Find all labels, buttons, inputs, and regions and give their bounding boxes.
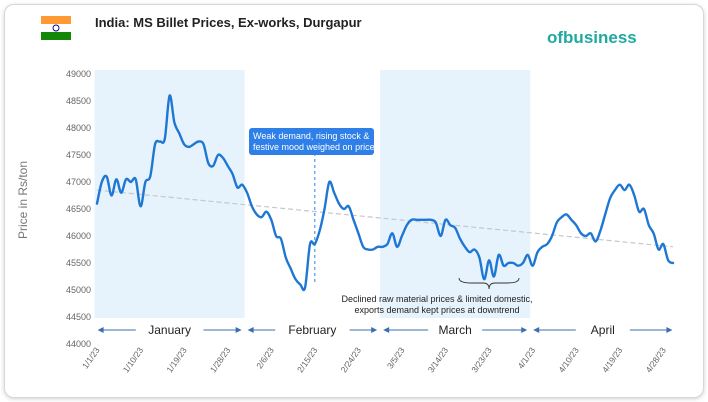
y-tick-label: 46500: [66, 204, 91, 214]
india-flag-icon: [41, 16, 71, 40]
logo-text: ofbusiness: [547, 28, 637, 47]
x-tick-label: 3/23/23: [469, 345, 494, 374]
month-name: February: [288, 323, 336, 337]
x-tick-label: 4/28/23: [643, 345, 668, 374]
month-band-march: [380, 70, 531, 318]
x-tick-label: 2/15/23: [295, 345, 320, 374]
arrowhead-left-icon: [383, 327, 390, 333]
arrowhead-left-icon: [533, 327, 540, 333]
x-tick-label: 1/28/23: [208, 345, 233, 374]
x-tick-label: 4/1/23: [516, 345, 538, 370]
flag-chakra: [52, 24, 60, 32]
month-labels: January February March April: [97, 323, 673, 337]
y-tick-label: 44000: [66, 339, 91, 349]
y-tick-label: 45500: [66, 258, 91, 268]
price-chart: India: MS Billet Prices, Ex-works, Durga…: [16, 15, 675, 374]
month-band-january: [94, 70, 245, 318]
trend-line-group: [96, 189, 674, 248]
price-series-line: [95, 94, 675, 292]
callout-text-line: festive mood weighed on prices: [253, 142, 380, 152]
chart-title: India: MS Billet Prices, Ex-works, Durga…: [95, 15, 362, 30]
x-tick-label: 1/10/23: [121, 345, 146, 374]
x-tick-label: 1/19/23: [164, 345, 189, 374]
y-tick-label: 48500: [66, 96, 91, 106]
month-name: April: [591, 323, 615, 337]
y-axis-label: Price in Rs/ton: [16, 161, 30, 239]
y-tick-label: 49000: [66, 69, 91, 79]
arrowhead-right-icon: [235, 327, 242, 333]
note-text-line: Declined raw material prices & limited d…: [341, 294, 532, 304]
arrowhead-right-icon: [371, 327, 378, 333]
month-label-january: January: [97, 323, 242, 337]
note-text-line: exports demand kept prices at downtrend: [354, 305, 519, 315]
arrowhead-left-icon: [247, 327, 254, 333]
arrowhead-left-icon: [97, 327, 104, 333]
x-tick-label: 3/14/23: [426, 345, 451, 374]
x-tick-label: 4/19/23: [600, 345, 625, 374]
y-tick-label: 47000: [66, 177, 91, 187]
x-tick-label: 2/6/23: [254, 345, 276, 370]
y-tick-label: 47500: [66, 150, 91, 160]
callout-box: [249, 128, 374, 155]
flag-saffron-stripe: [41, 16, 71, 24]
y-tick-label: 45000: [66, 285, 91, 295]
x-tick-label: 4/10/23: [556, 345, 581, 374]
annotations: Weak demand, rising stock &festive mood …: [249, 128, 533, 315]
y-tick-label: 48000: [66, 123, 91, 133]
y-tick-label: 44500: [66, 312, 91, 322]
chart-card: India: MS Billet Prices, Ex-works, Durga…: [4, 4, 704, 398]
y-axis: 44000 44500 45000 45500 46000 46500 47000 47500…: [66, 69, 91, 349]
series-group: [95, 94, 675, 292]
month-name: March: [439, 323, 472, 337]
month-label-february: February: [247, 323, 378, 337]
flag-white-stripe: [41, 24, 71, 32]
month-name: January: [148, 323, 191, 337]
y-tick-label: 46000: [66, 231, 91, 241]
month-label-march: March: [383, 323, 528, 337]
curly-brace-icon: [458, 277, 520, 290]
ofbusiness-logo: ofbusiness: [547, 28, 637, 47]
arrowhead-right-icon: [666, 327, 673, 333]
callout-weak-demand: Weak demand, rising stock &festive mood …: [249, 128, 380, 155]
x-tick-label: 3/5/23: [385, 345, 407, 370]
month-bands: [94, 70, 531, 318]
x-tick-label: 2/24/23: [339, 345, 364, 374]
flag-green-stripe: [41, 32, 71, 40]
month-label-april: April: [533, 323, 673, 337]
note-declined-raw-material: Declined raw material prices & limited d…: [341, 277, 533, 315]
callout-text-line: Weak demand, rising stock &: [253, 131, 369, 141]
arrowhead-right-icon: [521, 327, 528, 333]
trend-line: [96, 189, 674, 248]
x-axis: 1/1/23 1/10/23 1/19/23 1/28/23 2/6/23 2/15/23…: [80, 345, 668, 374]
